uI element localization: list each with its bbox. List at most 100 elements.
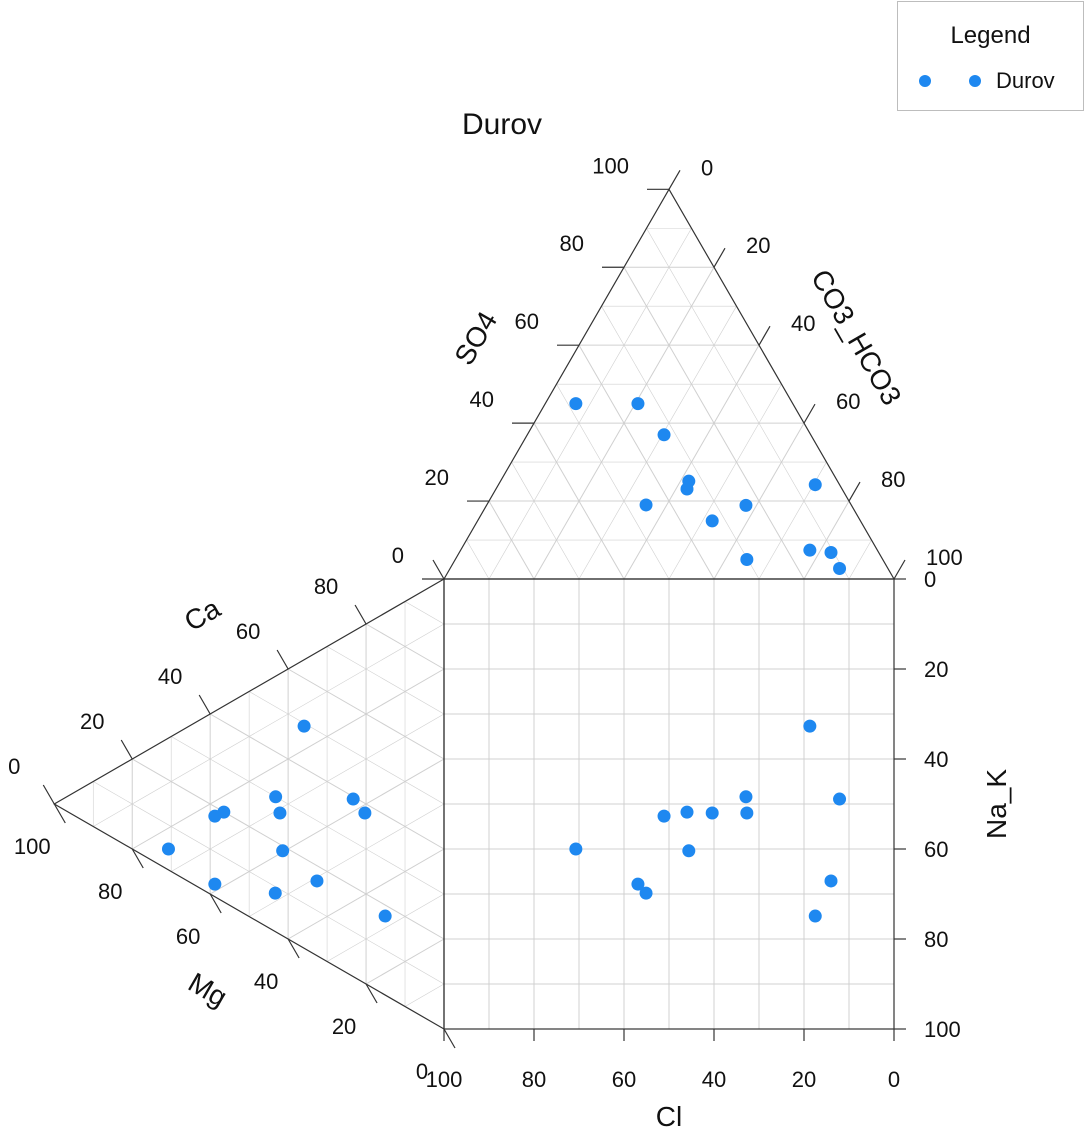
grid-line (93, 623, 445, 827)
grid-line (511, 461, 580, 580)
grid-line (533, 266, 715, 580)
axis-label-mg: Mg (183, 967, 232, 1013)
grid-line (404, 983, 445, 1007)
data-point-anion (833, 561, 847, 575)
axis-label-ca: Ca (179, 592, 226, 637)
data-point-cation (208, 877, 222, 891)
legend: Legend Durov (897, 1, 1084, 111)
data-point-anion (631, 397, 645, 411)
axis-label-na-k: Na_K (981, 769, 1012, 839)
tick-label-cl: 80 (522, 1067, 546, 1092)
data-point-square (803, 719, 817, 733)
data-point-square (705, 806, 719, 820)
tick-label-mg: 20 (332, 1014, 356, 1039)
grid-line (646, 228, 850, 580)
tick-mark (848, 481, 861, 502)
tick-label-co3-hco3: 20 (746, 233, 770, 258)
data-point-square (657, 809, 671, 823)
grid-line (556, 383, 670, 580)
tick-mark (120, 739, 133, 760)
tick-label-cl: 40 (702, 1067, 726, 1092)
grid-line (848, 539, 872, 580)
anion-triangle-frame (442, 188, 896, 580)
data-point-square (740, 806, 754, 820)
tick-mark (209, 893, 222, 914)
tick-mark (365, 983, 378, 1004)
grid-line (248, 691, 445, 805)
tick-label-so4: 100 (592, 153, 629, 178)
diagram-frame (53, 188, 896, 1031)
tick-label-na-k: 100 (924, 1017, 961, 1042)
tick-label-na-k: 20 (924, 657, 948, 682)
tick-mark (713, 247, 726, 268)
tick-label-so4: 20 (425, 465, 449, 490)
grid-line (404, 601, 445, 625)
tick-mark (758, 325, 771, 346)
tick-label-mg: 80 (98, 879, 122, 904)
grid-line (93, 781, 445, 985)
tick-label-cl: 0 (888, 1067, 900, 1092)
data-point-cation (268, 886, 282, 900)
tick-mark (668, 169, 681, 190)
grid-line (131, 668, 445, 850)
data-point-cation (297, 719, 311, 733)
data-point-cation (276, 844, 290, 858)
tick-mark (287, 938, 300, 959)
grid-lines (92, 227, 894, 1029)
axis-label-cl: Cl (656, 1101, 682, 1132)
data-point-anion (657, 428, 671, 442)
tick-label-mg: 100 (14, 834, 51, 859)
tick-label-na-k: 40 (924, 747, 948, 772)
data-point-square (631, 877, 645, 891)
data-point-square (569, 842, 583, 856)
data-point-anion (808, 478, 822, 492)
grid-line (488, 228, 692, 580)
data-point-anion (824, 545, 838, 559)
tick-label-na-k: 0 (924, 567, 936, 592)
grid-line (171, 736, 445, 895)
tick-label-cl: 100 (426, 1067, 463, 1092)
legend-swatch-dot (969, 75, 981, 87)
data-point-square (682, 844, 696, 858)
tick-mark (53, 803, 66, 824)
tick-mark (42, 784, 55, 805)
data-point-square (680, 805, 694, 819)
tick-label-co3-hco3: 60 (836, 389, 860, 414)
data-point-square (808, 909, 822, 923)
grid-line (601, 306, 760, 580)
legend-label: Durov (996, 68, 1055, 93)
data-point-square (833, 792, 847, 806)
tick-label-so4: 80 (560, 231, 584, 256)
data-point-cation (217, 805, 231, 819)
data-point-cation (273, 806, 287, 820)
grid-line (466, 539, 490, 580)
data-points (161, 397, 847, 923)
tick-label-ca: 80 (314, 574, 338, 599)
axis-label-so4: SO4 (448, 306, 503, 370)
tick-label-co3-hco3: 0 (701, 155, 713, 180)
chart-title: Durov (462, 108, 542, 141)
data-point-square (824, 874, 838, 888)
tick-label-ca: 20 (80, 709, 104, 734)
tick-label-co3-hco3: 100 (926, 545, 963, 570)
tick-label-co3-hco3: 40 (791, 311, 815, 336)
tick-marks (42, 169, 906, 1049)
tick-label-so4: 40 (470, 387, 494, 412)
tick-label-co3-hco3: 80 (881, 467, 905, 492)
data-point-anion (803, 543, 817, 557)
data-point-anion (639, 498, 653, 512)
legend-swatch-dot (919, 75, 931, 87)
data-point-anion (705, 514, 719, 528)
tick-label-ca: 60 (236, 619, 260, 644)
tick-mark (443, 1028, 456, 1049)
data-point-anion (740, 553, 754, 567)
data-point-anion (682, 474, 696, 488)
tick-label-na-k: 60 (924, 837, 948, 862)
tick-label-so4: 0 (392, 543, 404, 568)
tick-label-cl: 60 (612, 1067, 636, 1092)
data-point-cation (161, 842, 175, 856)
tick-label-mg: 40 (254, 969, 278, 994)
cation-triangle-frame (53, 577, 445, 1031)
tick-label-ca: 40 (158, 664, 182, 689)
